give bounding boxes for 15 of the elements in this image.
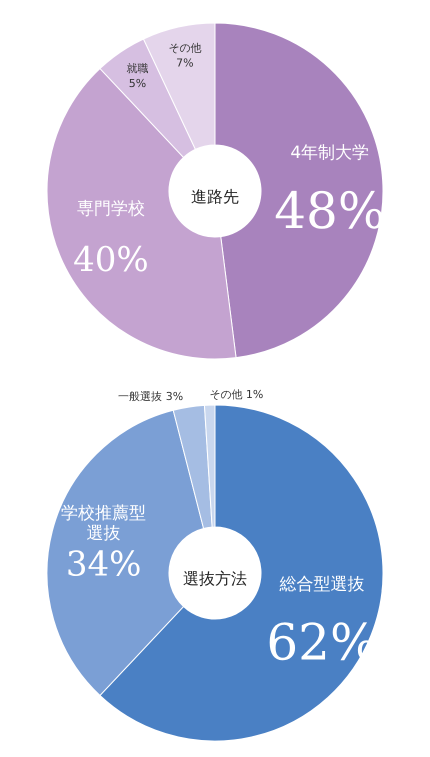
slice-label: 4年制大学 [290, 142, 370, 163]
slice-label: その他 [168, 41, 202, 54]
data-label: 5% [128, 76, 146, 90]
slice-label: 専門学校 [76, 198, 145, 219]
data-label: 40% [73, 240, 149, 280]
data-label: 48% [274, 182, 386, 240]
text: 進路先 [191, 187, 239, 206]
slice-label: 学校推薦型選抜 [61, 503, 146, 544]
slice-label: 総合型選抜 [278, 574, 364, 594]
slice-label: その他 1% [209, 388, 264, 402]
data-label: 34% [66, 544, 142, 584]
text: 選抜方法 [183, 569, 247, 588]
slice-label: 就職 [126, 62, 148, 75]
data-label: 7% [176, 56, 194, 70]
slice-label: 一般選抜 3% [118, 390, 184, 404]
